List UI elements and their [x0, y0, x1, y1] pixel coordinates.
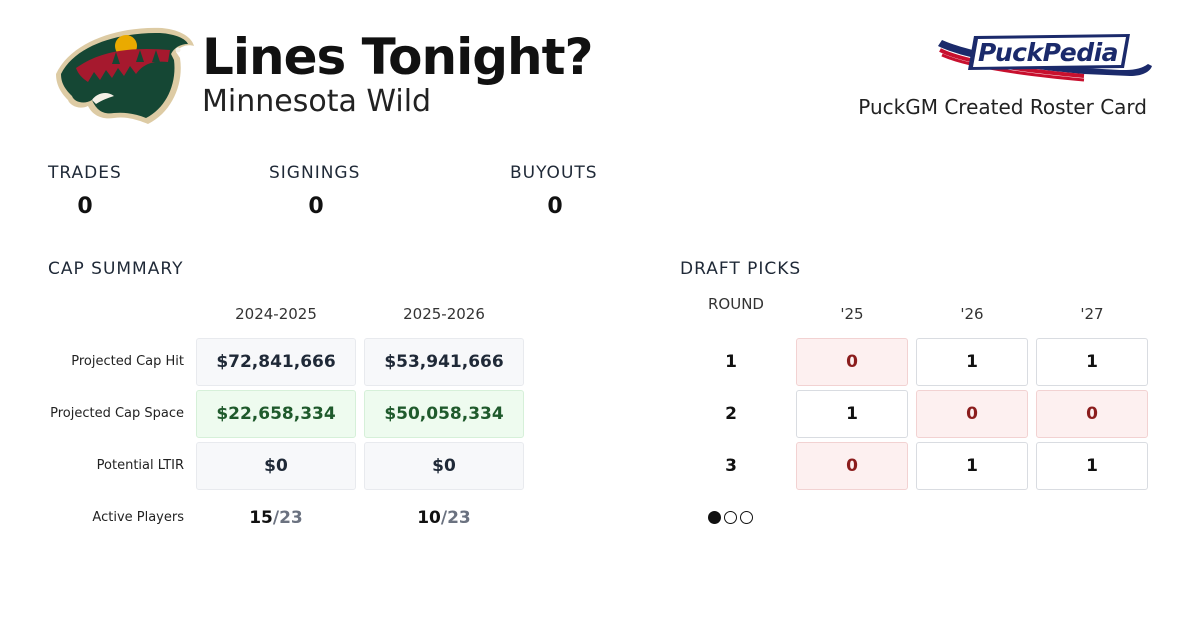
cap-hit-2024: $72,841,666 [196, 338, 356, 386]
pick-r2-26: 0 [916, 390, 1028, 438]
year-header-26: '26 [960, 305, 984, 323]
trades-value: 0 [77, 194, 93, 219]
active-players-2025: 10/23 [364, 504, 524, 532]
ltir-2025: $0 [364, 442, 524, 490]
pager-dot-1[interactable] [708, 511, 721, 524]
trades-label: TRADES [48, 163, 122, 183]
puckpedia-logo[interactable]: PuckPedia [934, 28, 1154, 90]
minnesota-wild-logo [56, 27, 194, 124]
season-header-2: 2025-2026 [403, 305, 485, 323]
cap-hit-label: Projected Cap Hit [71, 354, 184, 369]
roster-card-caption: PuckGM Created Roster Card [858, 95, 1147, 119]
signings-value: 0 [308, 194, 324, 219]
pick-r1-27: 1 [1036, 338, 1148, 386]
draft-picks-title: DRAFT PICKS [680, 259, 802, 279]
pick-r1-26: 1 [916, 338, 1028, 386]
buyouts-value: 0 [547, 194, 563, 219]
pick-r3-26: 1 [916, 442, 1028, 490]
active-max: /23 [440, 508, 471, 528]
page-title: Lines Tonight? [202, 28, 594, 86]
active-count: 15 [249, 508, 273, 528]
puckpedia-wordmark: PuckPedia [978, 38, 1118, 67]
pick-r3-27: 1 [1036, 442, 1148, 490]
active-players-label: Active Players [92, 510, 184, 525]
year-header-27: '27 [1080, 305, 1104, 323]
active-players-2024: 15/23 [196, 504, 356, 532]
round-2-label: 2 [725, 404, 737, 424]
round-header: ROUND [708, 295, 764, 313]
pager-dot-2[interactable] [724, 511, 737, 524]
season-header-1: 2024-2025 [235, 305, 317, 323]
ltir-2024: $0 [196, 442, 356, 490]
signings-label: SIGNINGS [269, 163, 361, 183]
round-1-label: 1 [725, 352, 737, 372]
round-3-label: 3 [725, 456, 737, 476]
ltir-label: Potential LTIR [96, 458, 184, 473]
active-count: 10 [417, 508, 441, 528]
cap-space-2025: $50,058,334 [364, 390, 524, 438]
cap-hit-2025: $53,941,666 [364, 338, 524, 386]
year-header-25: '25 [840, 305, 864, 323]
pick-r1-25: 0 [796, 338, 908, 386]
pick-r3-25: 0 [796, 442, 908, 490]
buyouts-label: BUYOUTS [510, 163, 598, 183]
pager-dots [708, 511, 753, 524]
cap-space-2024: $22,658,334 [196, 390, 356, 438]
cap-space-label: Projected Cap Space [50, 406, 184, 421]
cap-summary-title: CAP SUMMARY [48, 259, 184, 279]
team-name: Minnesota Wild [202, 84, 432, 119]
pager-dot-3[interactable] [740, 511, 753, 524]
active-max: /23 [272, 508, 303, 528]
pick-r2-25: 1 [796, 390, 908, 438]
pick-r2-27: 0 [1036, 390, 1148, 438]
